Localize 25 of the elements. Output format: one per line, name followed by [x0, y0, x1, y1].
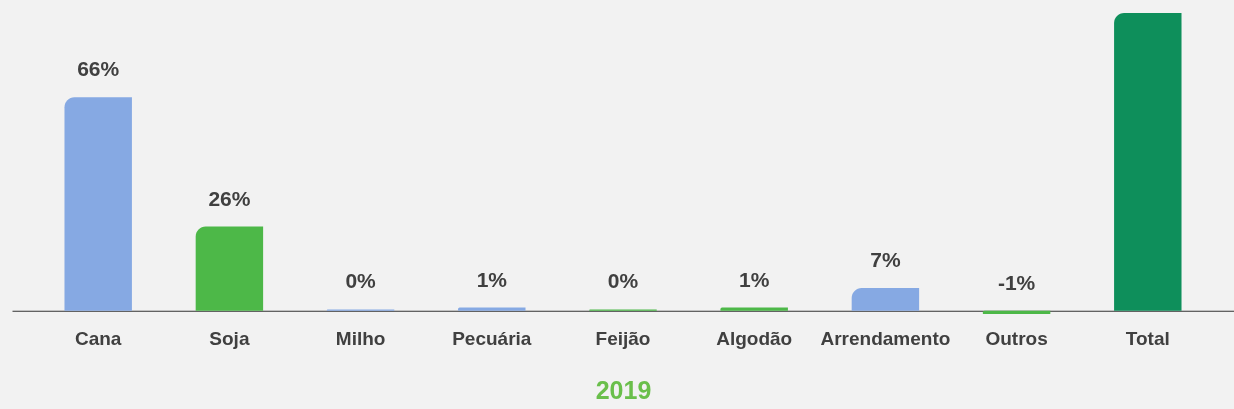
data-label: 0% — [607, 269, 639, 293]
x-tick-label: Milho — [335, 328, 386, 350]
bar — [982, 310, 1051, 314]
data-label: 1% — [476, 267, 508, 291]
x-tick-label: Cana — [74, 328, 122, 350]
bar — [458, 307, 526, 311]
data-label: 1% — [739, 267, 770, 291]
bar — [1114, 13, 1182, 311]
bar — [195, 226, 264, 311]
x-tick-label: Arrendamento — [820, 328, 951, 350]
x-tick-label: Outros — [985, 328, 1048, 350]
bar — [851, 288, 920, 311]
data-label: 66% — [77, 57, 120, 81]
data-label: 7% — [870, 248, 901, 272]
data-label: 0% — [345, 269, 377, 293]
x-tick-label: Soja — [209, 328, 250, 350]
data-label: 26% — [208, 186, 251, 210]
bar — [720, 307, 788, 311]
data-label: -1% — [997, 270, 1036, 294]
x-tick-label: Pecuária — [452, 328, 532, 350]
bar — [64, 97, 132, 311]
x-axis-title: 2019 — [595, 376, 652, 405]
x-tick-label: Total — [1125, 328, 1170, 350]
x-tick-label: Algodão — [716, 328, 793, 350]
x-tick-label: Feijão — [595, 328, 651, 350]
